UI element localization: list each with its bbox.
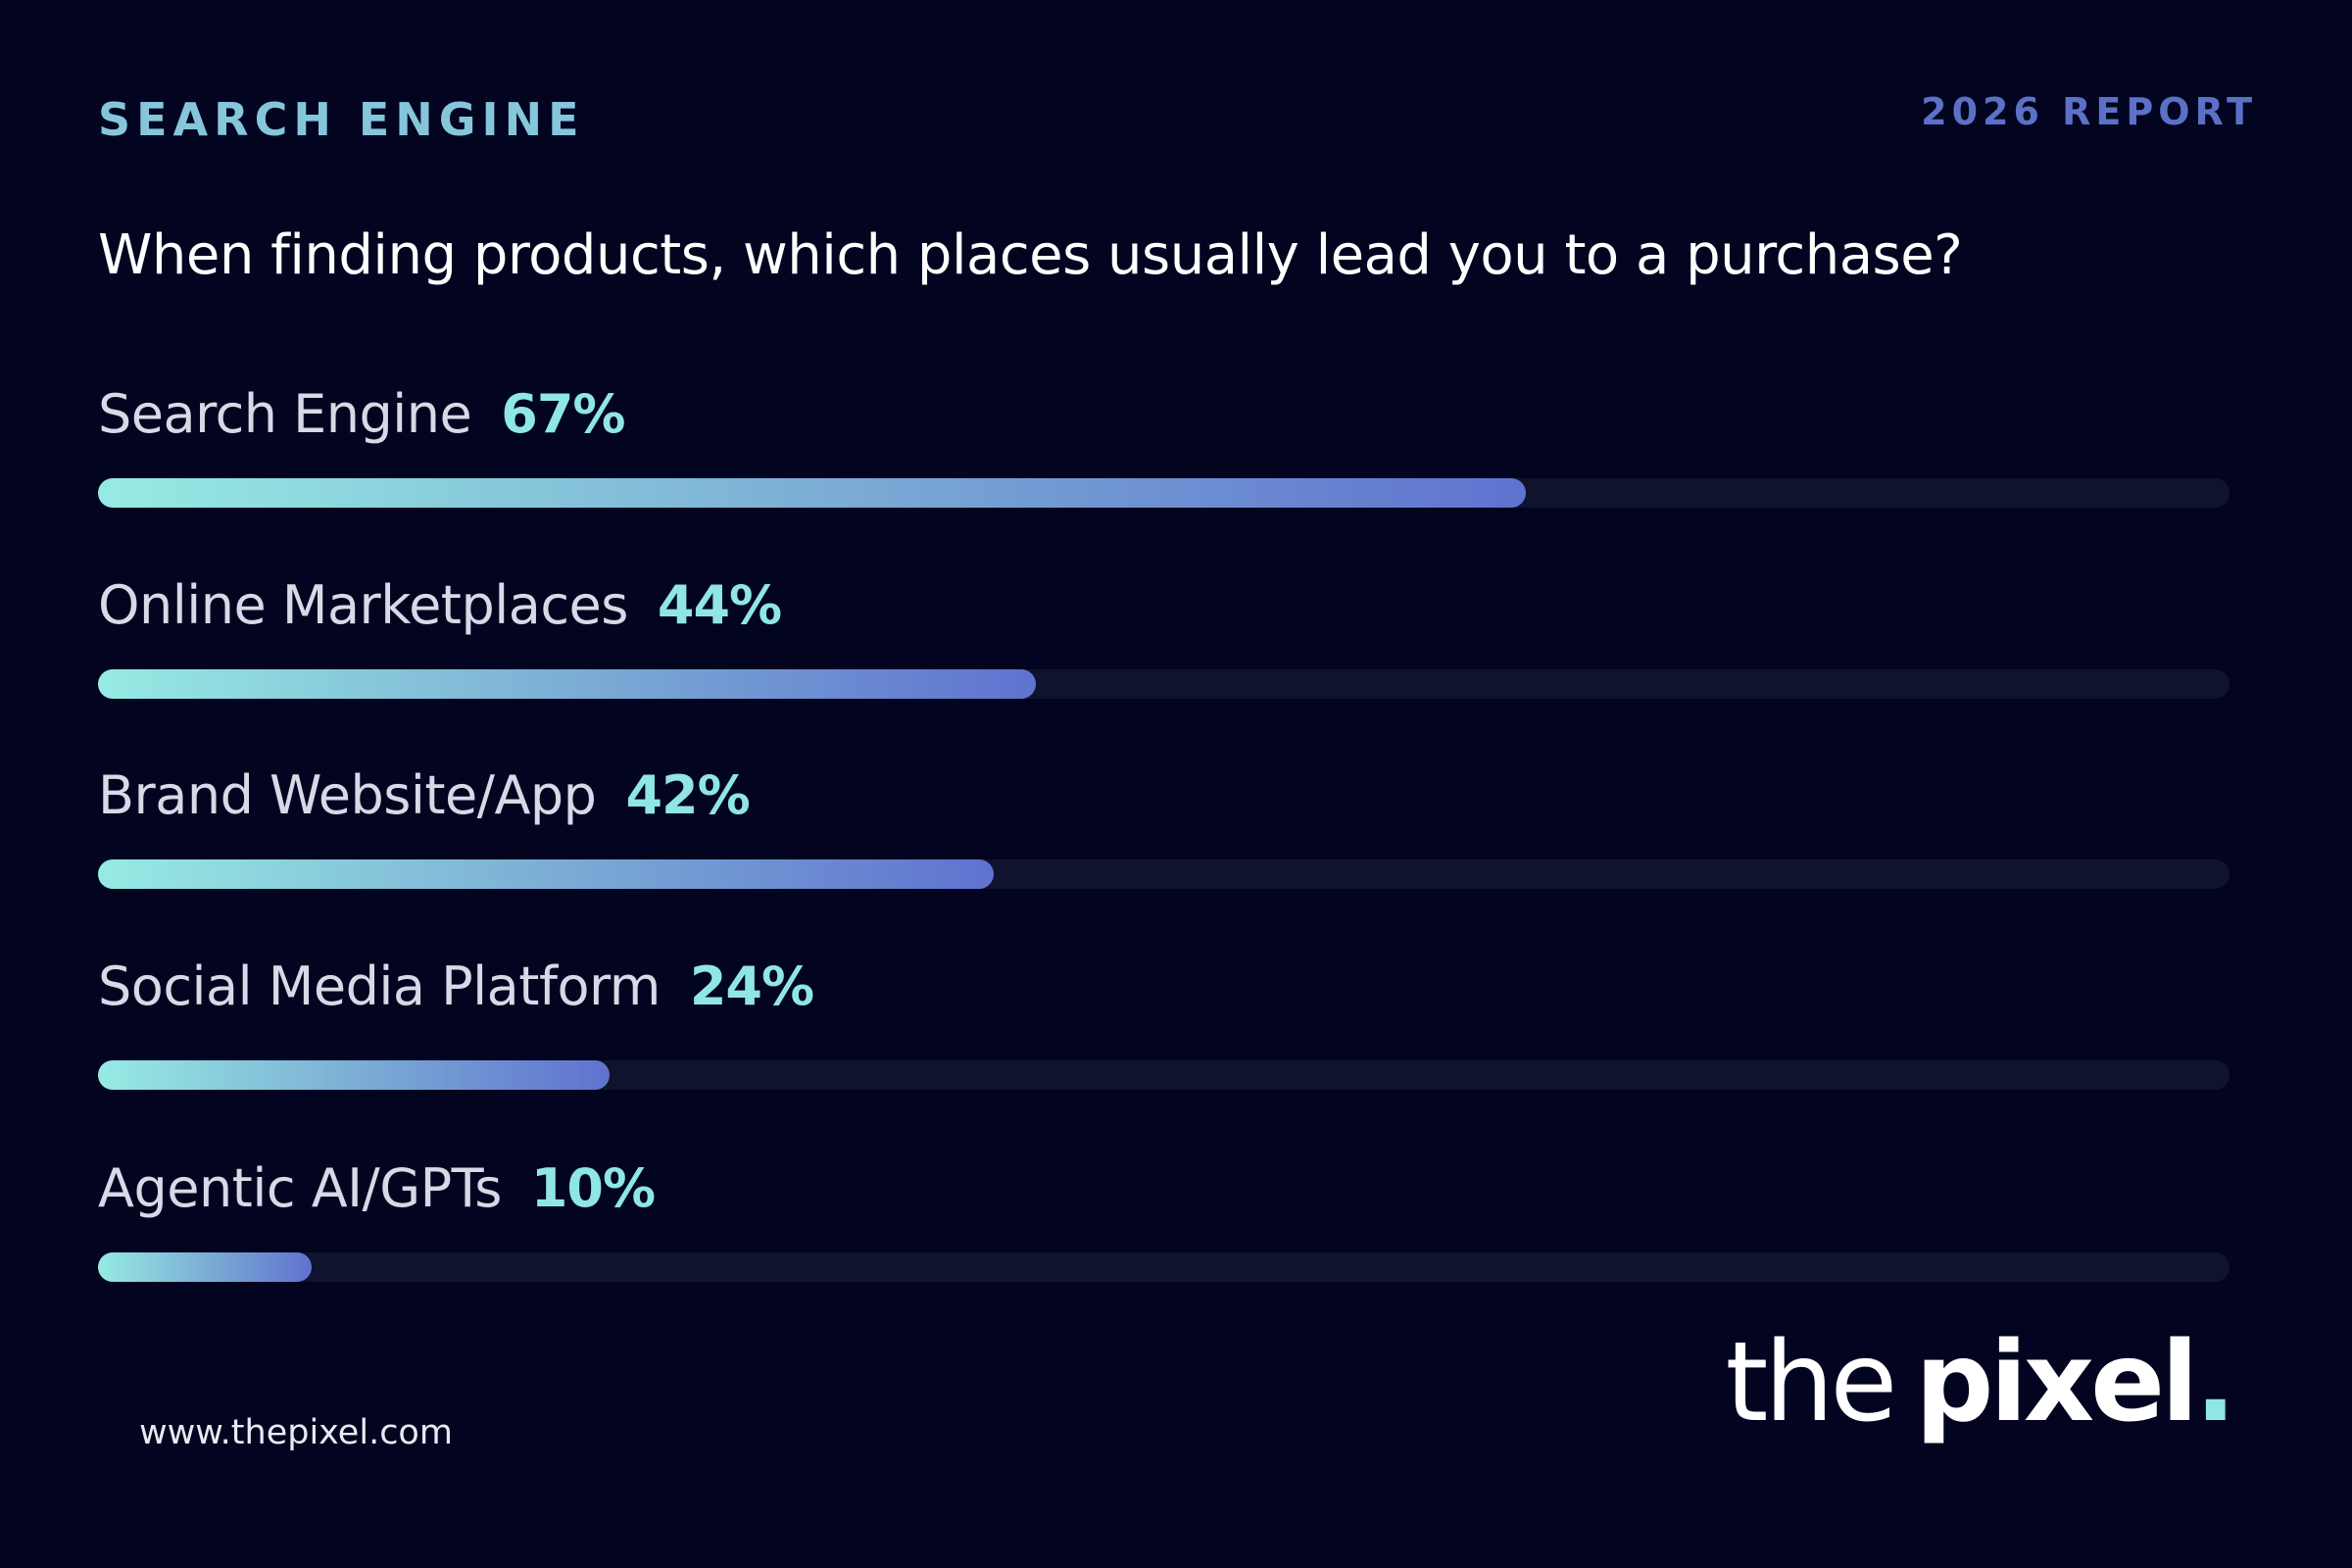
bar-label-row: Search Engine 67% <box>98 380 626 449</box>
category-label: Social Media Platform <box>98 956 661 1017</box>
value-label: 42% <box>625 764 750 826</box>
bar-track <box>98 669 2230 699</box>
website-url: www.thepixel.com <box>139 1413 453 1452</box>
section-eyebrow: SEARCH ENGINE <box>98 93 585 146</box>
bar-label-row: Agentic AI/GPTs 10% <box>98 1154 656 1223</box>
report-year-label: 2026 REPORT <box>1921 90 2257 133</box>
category-label: Brand Website/App <box>98 764 597 826</box>
bar-fill <box>98 859 994 889</box>
category-label: Online Marketplaces <box>98 574 628 636</box>
bar-track <box>98 1252 2230 1282</box>
bar-fill <box>98 669 1036 699</box>
value-label: 24% <box>689 956 814 1017</box>
value-label: 67% <box>501 383 625 445</box>
value-label: 10% <box>530 1157 656 1219</box>
bar-fill <box>98 1060 610 1090</box>
brand-logo: the pixel. <box>1725 1328 2235 1438</box>
bar-track <box>98 859 2230 889</box>
bar-track <box>98 1060 2230 1090</box>
category-label: Search Engine <box>98 383 472 445</box>
chart-question: When finding products, which places usua… <box>98 223 1963 287</box>
logo-word-pixel: pixel <box>1915 1319 2198 1446</box>
bar-fill <box>98 478 1526 508</box>
logo-word-the: the <box>1725 1319 1897 1446</box>
bar-label-row: Online Marketplaces 44% <box>98 571 782 640</box>
bar-label-row: Brand Website/App 42% <box>98 761 751 830</box>
value-label: 44% <box>657 574 782 636</box>
bar-track <box>98 478 2230 508</box>
bar-label-row: Social Media Platform 24% <box>98 953 814 1021</box>
bar-fill <box>98 1252 312 1282</box>
bar-chart: Search Engine 67% Online Marketplaces 44% … <box>98 0 2230 1372</box>
category-label: Agentic AI/GPTs <box>98 1157 502 1219</box>
logo-dot: . <box>2194 1319 2236 1446</box>
